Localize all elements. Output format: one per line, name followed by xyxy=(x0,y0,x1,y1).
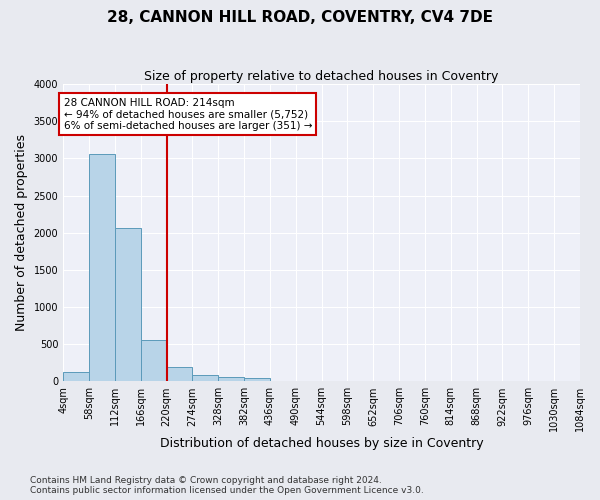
Bar xyxy=(115,228,140,382)
Bar xyxy=(244,378,270,382)
Bar xyxy=(63,372,89,382)
Y-axis label: Number of detached properties: Number of detached properties xyxy=(15,134,28,331)
Text: Contains HM Land Registry data © Crown copyright and database right 2024.
Contai: Contains HM Land Registry data © Crown c… xyxy=(30,476,424,495)
Text: 28 CANNON HILL ROAD: 214sqm
← 94% of detached houses are smaller (5,752)
6% of s: 28 CANNON HILL ROAD: 214sqm ← 94% of det… xyxy=(64,98,312,130)
X-axis label: Distribution of detached houses by size in Coventry: Distribution of detached houses by size … xyxy=(160,437,484,450)
Title: Size of property relative to detached houses in Coventry: Size of property relative to detached ho… xyxy=(145,70,499,83)
Text: 28, CANNON HILL ROAD, COVENTRY, CV4 7DE: 28, CANNON HILL ROAD, COVENTRY, CV4 7DE xyxy=(107,10,493,25)
Bar xyxy=(218,377,244,382)
Bar xyxy=(140,340,167,382)
Bar xyxy=(167,367,193,382)
Bar xyxy=(89,154,115,382)
Bar xyxy=(193,376,218,382)
